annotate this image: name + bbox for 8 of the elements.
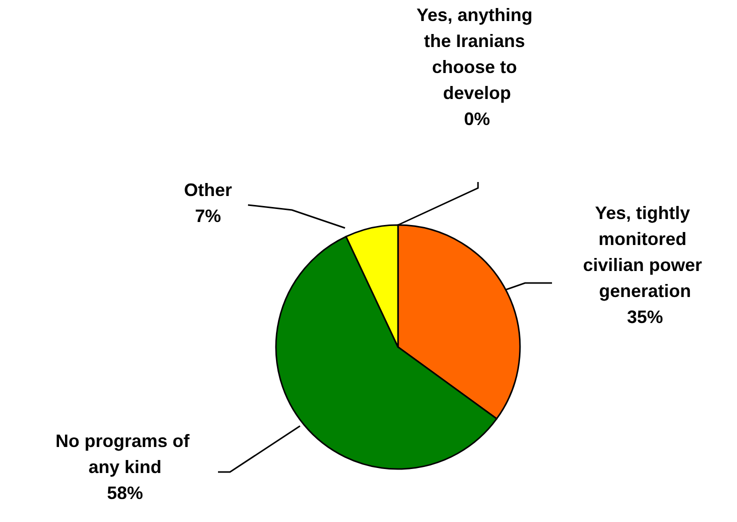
slice-label: Other [184,180,232,200]
category-label: Yes, anything the Iranians choose to develop [416,5,533,103]
text: 0% [464,109,490,129]
data-label: 35% [626,307,664,327]
data-label: 7% [194,206,222,226]
data-label: 58% [106,483,144,503]
slice-label: Yes, tightly monitored civilian power generation [582,203,708,301]
slice-label: No programs of any kind [55,431,195,477]
